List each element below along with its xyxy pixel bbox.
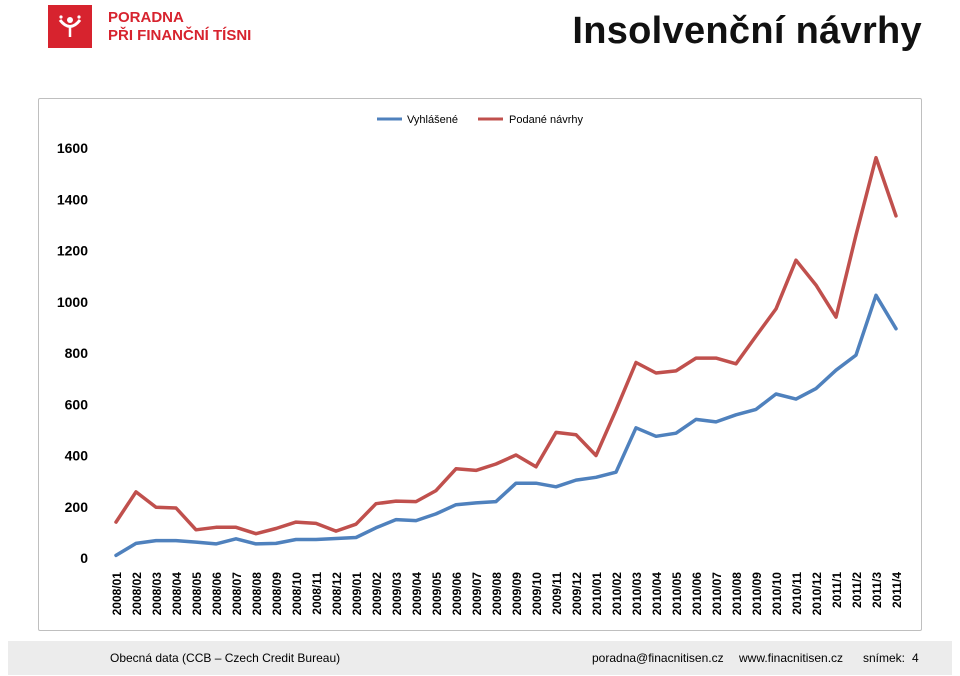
x-tick-label: 2010/02 xyxy=(610,572,624,616)
footer: Obecná data (CCB – Czech Credit Bureau) … xyxy=(8,641,952,675)
x-tick-label: 2011/3 xyxy=(870,572,884,608)
x-tick-label: 2009/12 xyxy=(570,572,584,616)
x-tick-label: 2008/04 xyxy=(170,572,184,616)
x-tick-label: 2009/04 xyxy=(410,572,424,616)
x-tick-label: 2009/02 xyxy=(370,572,384,616)
x-tick-label: 2010/05 xyxy=(670,572,684,616)
footer-source: Obecná data (CCB – Czech Credit Bureau) xyxy=(110,651,341,665)
x-tick-label: 2008/10 xyxy=(290,572,304,616)
x-tick-label: 2009/10 xyxy=(530,572,544,616)
logo-line-2: PŘI FINANČNÍ TÍSNI xyxy=(108,26,252,44)
series-line-2 xyxy=(114,155,898,536)
y-tick-label: 600 xyxy=(65,396,89,412)
x-tick-label: 2009/03 xyxy=(390,572,404,616)
y-axis-ticks: 0 200 400 600 800 1000 1200 1400 1600 xyxy=(57,140,88,566)
logo-line-1: PORADNA xyxy=(108,8,184,26)
x-tick-label: 2010/07 xyxy=(710,572,724,616)
x-tick-label: 2008/01 xyxy=(110,572,124,616)
x-tick-label: 2009/05 xyxy=(430,572,444,616)
legend-label: Podané návrhy xyxy=(509,114,583,126)
logo: PORADNA PŘI FINANČNÍ TÍSNI xyxy=(48,5,251,48)
x-tick-label: 2008/07 xyxy=(230,572,244,616)
footer-email[interactable]: poradna@finacnitisen.cz xyxy=(592,651,724,665)
x-tick-label: 2009/09 xyxy=(510,572,524,616)
x-tick-label: 2008/09 xyxy=(270,572,284,616)
series-line-1 xyxy=(114,293,898,558)
footer-slide-label: snímek: xyxy=(863,651,906,665)
x-tick-label: 2008/12 xyxy=(330,572,344,616)
x-tick-label: 2010/04 xyxy=(650,572,664,616)
x-tick-label: 2010/08 xyxy=(730,572,744,616)
x-tick-label: 2010/11 xyxy=(790,572,804,615)
x-tick-label: 2010/10 xyxy=(770,572,784,616)
x-tick-label: 2010/12 xyxy=(810,572,824,616)
y-tick-label: 800 xyxy=(65,345,89,361)
y-tick-label: 1000 xyxy=(57,294,88,310)
y-tick-label: 1400 xyxy=(57,191,88,207)
x-tick-label: 2011/2 xyxy=(850,572,864,608)
page-title: Insolvenční návrhy xyxy=(572,10,922,52)
x-tick-label: 2010/03 xyxy=(630,572,644,616)
footer-slide-number: 4 xyxy=(912,651,919,665)
x-tick-label: 2008/06 xyxy=(210,572,224,616)
y-tick-label: 1600 xyxy=(57,140,88,156)
logo-mark-icon xyxy=(48,5,92,48)
x-tick-label: 2009/06 xyxy=(450,572,464,616)
legend-label: Vyhlášené xyxy=(407,114,458,126)
y-tick-label: 400 xyxy=(65,448,89,464)
x-tick-label: 2008/05 xyxy=(190,572,204,616)
x-tick-label: 2008/02 xyxy=(130,572,144,616)
legend: Vyhlášené Podané návrhy xyxy=(377,114,583,126)
x-tick-label: 2009/07 xyxy=(470,572,484,616)
x-tick-label: 2008/08 xyxy=(250,572,264,616)
y-tick-label: 0 xyxy=(80,550,88,566)
x-tick-label: 2009/08 xyxy=(490,572,504,616)
series-lines xyxy=(114,155,898,558)
y-tick-label: 1200 xyxy=(57,243,88,259)
x-tick-label: 2010/09 xyxy=(750,572,764,616)
x-tick-label: 2011/4 xyxy=(890,572,904,608)
x-tick-label: 2011/1 xyxy=(830,572,844,608)
footer-website[interactable]: www.finacnitisen.cz xyxy=(739,651,844,665)
y-tick-label: 200 xyxy=(65,499,89,515)
logo-text: PORADNA PŘI FINANČNÍ TÍSNI xyxy=(108,9,251,45)
x-tick-label: 2008/03 xyxy=(150,572,164,616)
x-tick-label: 2010/01 xyxy=(590,572,604,616)
x-axis-ticks: 2008/01 2008/02 2008/03 2008/04 2008/05 2008/… xyxy=(110,572,904,616)
x-tick-label: 2009/01 xyxy=(350,572,364,616)
x-tick-label: 2009/11 xyxy=(550,572,564,615)
x-tick-label: 2010/06 xyxy=(690,572,704,616)
x-tick-label: 2008/11 xyxy=(310,572,324,615)
